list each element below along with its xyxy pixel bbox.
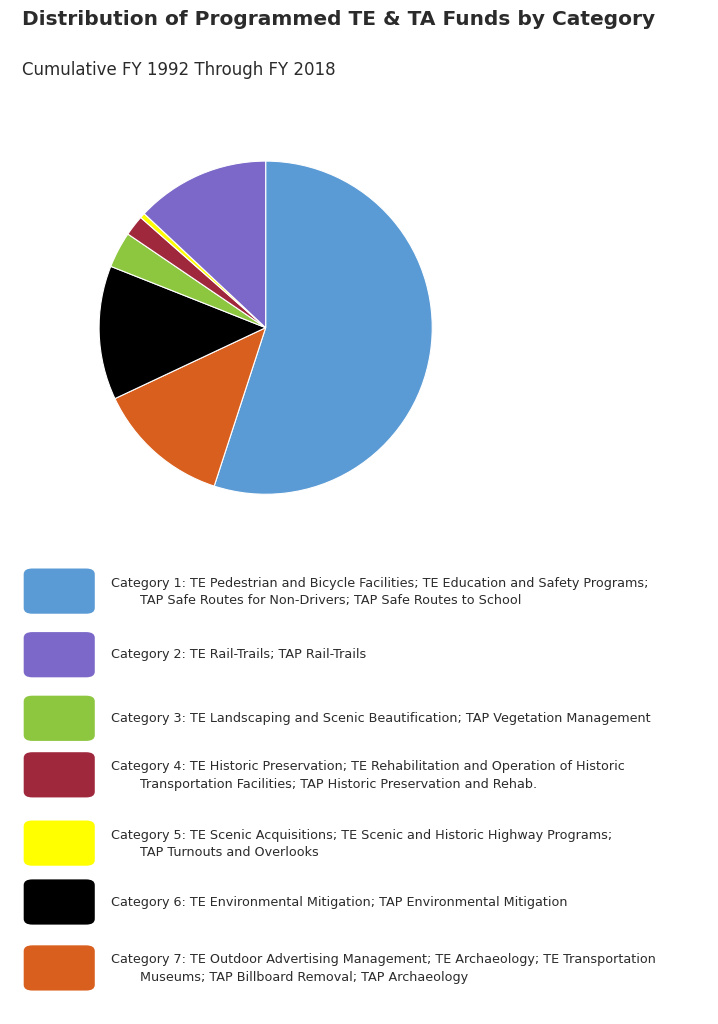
Text: Category 2: TE Rail-Trails; TAP Rail-Trails: Category 2: TE Rail-Trails; TAP Rail-Tra… <box>111 648 367 662</box>
Wedge shape <box>99 266 266 398</box>
Text: Category 4: TE Historic Preservation; TE Rehabilitation and Operation of Histori: Category 4: TE Historic Preservation; TE… <box>111 760 625 773</box>
Wedge shape <box>214 161 432 495</box>
Text: Distribution of Programmed TE & TA Funds by Category: Distribution of Programmed TE & TA Funds… <box>22 10 655 30</box>
Text: Category 1: TE Pedestrian and Bicycle Facilities; TE Education and Safety Progra: Category 1: TE Pedestrian and Bicycle Fa… <box>111 577 649 590</box>
Text: TAP Safe Routes for Non-Drivers; TAP Safe Routes to School: TAP Safe Routes for Non-Drivers; TAP Saf… <box>140 594 521 607</box>
Wedge shape <box>111 234 266 328</box>
Wedge shape <box>128 217 266 328</box>
FancyBboxPatch shape <box>24 945 95 990</box>
FancyBboxPatch shape <box>24 632 95 677</box>
Text: Cumulative FY 1992 Through FY 2018: Cumulative FY 1992 Through FY 2018 <box>22 60 335 79</box>
Text: Category 5: TE Scenic Acquisitions; TE Scenic and Historic Highway Programs;: Category 5: TE Scenic Acquisitions; TE S… <box>111 828 612 842</box>
FancyBboxPatch shape <box>24 880 95 925</box>
FancyBboxPatch shape <box>24 753 95 798</box>
Text: Transportation Facilities; TAP Historic Preservation and Rehab.: Transportation Facilities; TAP Historic … <box>140 778 537 792</box>
FancyBboxPatch shape <box>24 568 95 613</box>
Text: Museums; TAP Billboard Removal; TAP Archaeology: Museums; TAP Billboard Removal; TAP Arch… <box>140 971 468 984</box>
Text: Category 7: TE Outdoor Advertising Management; TE Archaeology; TE Transportation: Category 7: TE Outdoor Advertising Manag… <box>111 953 656 967</box>
FancyBboxPatch shape <box>24 695 95 741</box>
Wedge shape <box>141 214 266 328</box>
Wedge shape <box>144 161 266 328</box>
Text: Category 6: TE Environmental Mitigation; TAP Environmental Mitigation: Category 6: TE Environmental Mitigation;… <box>111 896 568 908</box>
FancyBboxPatch shape <box>24 820 95 865</box>
Wedge shape <box>115 328 266 486</box>
Text: Category 3: TE Landscaping and Scenic Beautification; TAP Vegetation Management: Category 3: TE Landscaping and Scenic Be… <box>111 712 651 725</box>
Text: TAP Turnouts and Overlooks: TAP Turnouts and Overlooks <box>140 847 319 859</box>
